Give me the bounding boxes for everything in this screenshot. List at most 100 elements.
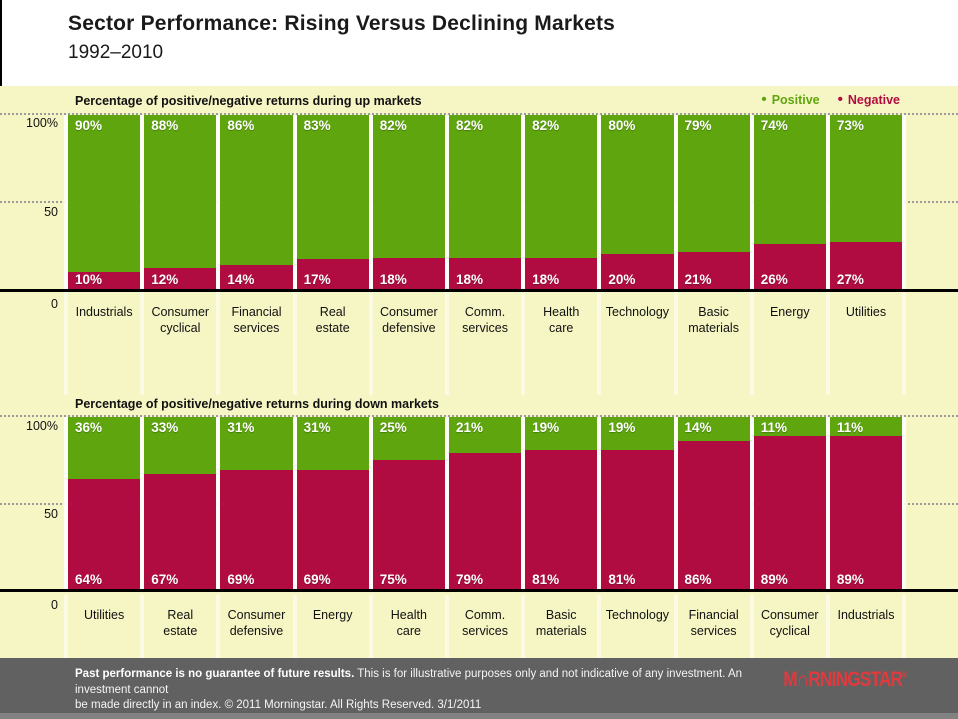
- sector-label: Energy: [749, 292, 826, 395]
- bar-value-label: 26%: [760, 271, 788, 287]
- legend-positive: • Positive: [761, 92, 820, 107]
- y-axis-tick-down-0: 0: [51, 598, 58, 612]
- sector-label: Technology: [597, 595, 673, 658]
- bar-column: 36% 64%: [64, 417, 141, 589]
- legend: • Positive • Negative: [761, 91, 900, 108]
- bar-value-label: 14%: [684, 420, 712, 435]
- y-axis-tick-up-50: 50: [44, 205, 58, 219]
- bar-value-label: 19%: [532, 420, 560, 435]
- bar-column: 73% 27%: [825, 115, 903, 289]
- positive-bar-segment: 73%: [829, 115, 903, 243]
- bar-column: 31% 69%: [292, 417, 369, 589]
- bar-column: 74% 26%: [749, 115, 826, 289]
- bar-value-label: 64%: [75, 571, 103, 587]
- negative-bar-segment: 10%: [68, 271, 141, 289]
- bar-value-label: 27%: [836, 271, 864, 287]
- negative-bar-segment: 69%: [220, 470, 293, 589]
- negative-bar-segment: 14%: [220, 264, 293, 289]
- bar-value-label: 79%: [455, 571, 483, 587]
- bar-value-label: 73%: [836, 118, 864, 133]
- bar-value-label: 86%: [227, 118, 255, 133]
- bar-column: 82% 18%: [444, 115, 522, 289]
- bar-value-label: 82%: [379, 118, 407, 133]
- sector-label: Industrials: [64, 292, 140, 395]
- y-axis-tick-up-0: 0: [51, 297, 58, 311]
- negative-bar-segment: 81%: [525, 449, 598, 589]
- bar-column: 82% 18%: [368, 115, 445, 289]
- positive-bar-segment: 19%: [601, 417, 674, 450]
- negative-bar-segment: 86%: [677, 441, 750, 589]
- legend-positive-label: Positive: [771, 93, 820, 107]
- negative-bar-segment: 81%: [601, 449, 674, 589]
- bar-value-label: 82%: [455, 118, 483, 133]
- sector-label: Consumer cyclical: [749, 595, 826, 658]
- sector-label: Health care: [521, 292, 597, 395]
- positive-bar-segment: 11%: [753, 417, 826, 436]
- bar-column: 33% 67%: [140, 417, 217, 589]
- bar-column: 19% 81%: [597, 417, 674, 589]
- negative-bar-segment: 20%: [601, 254, 674, 289]
- gridline-up-100: [0, 113, 958, 115]
- bar-value-label: 19%: [608, 420, 636, 435]
- bar-value-label: 89%: [836, 571, 864, 587]
- sector-label: Basic materials: [521, 595, 597, 658]
- legend-negative-label: Negative: [847, 93, 900, 107]
- positive-bar-segment: 80%: [601, 115, 674, 255]
- y-axis-tick-down-100: 100%: [26, 419, 58, 433]
- negative-bar-segment: 17%: [296, 259, 369, 289]
- positive-bar-segment: 82%: [448, 115, 522, 258]
- disclaimer-line2: be made directly in an index. © 2011 Mor…: [75, 699, 482, 712]
- down-markets-chart-plot: 36% 64% 33% 67% 31% 69% 31% 69% 25% 75% 21% 79% 19% 8…: [64, 417, 906, 589]
- positive-bar-segment: 33%: [144, 417, 217, 474]
- negative-bar-segment: 89%: [753, 435, 826, 589]
- positive-bar-segment: 82%: [372, 115, 445, 258]
- registered-mark-icon: ®: [902, 670, 908, 680]
- down-markets-chart-title: Percentage of positive/negative returns …: [75, 397, 439, 411]
- negative-bar-segment: 21%: [677, 252, 750, 289]
- sector-label: Utilities: [825, 292, 902, 395]
- bar-value-label: 80%: [608, 118, 636, 133]
- negative-bar-segment: 64%: [68, 478, 141, 589]
- bar-value-label: 36%: [75, 420, 103, 435]
- page-subtitle: 1992–2010: [68, 42, 164, 63]
- bar-value-label: 12%: [151, 271, 179, 287]
- bar-value-label: 89%: [760, 571, 788, 587]
- y-axis-tick-up-100: 100%: [26, 116, 58, 130]
- positive-bar-segment: 11%: [829, 417, 903, 436]
- positive-bar-segment: 21%: [448, 417, 522, 454]
- footer: Past performance is no guarantee of futu…: [0, 658, 958, 719]
- bar-value-label: 69%: [227, 571, 255, 587]
- bar-value-label: 74%: [760, 118, 788, 133]
- sector-label: Financial services: [216, 292, 292, 395]
- sector-label: Real estate: [140, 595, 216, 658]
- bar-value-label: 81%: [608, 571, 636, 587]
- bar-column: 80% 20%: [597, 115, 674, 289]
- positive-bar-segment: 83%: [296, 115, 369, 260]
- negative-bar-segment: 18%: [525, 257, 598, 289]
- bar-value-label: 21%: [684, 271, 712, 287]
- bar-column: 21% 79%: [444, 417, 522, 589]
- sector-label: Consumer defensive: [368, 292, 445, 395]
- positive-bar-segment: 79%: [677, 115, 750, 253]
- positive-bar-segment: 14%: [677, 417, 750, 442]
- morningstar-logo: M∩RNINGSTAR®: [784, 668, 908, 692]
- sector-label: Comm. services: [444, 292, 521, 395]
- bar-column: 31% 69%: [216, 417, 293, 589]
- bar-value-label: 83%: [303, 118, 331, 133]
- disclaimer-line1: This is for illustrative purposes only a…: [75, 668, 743, 696]
- morningstar-logo-text: M∩RNINGSTAR: [783, 668, 904, 691]
- negative-bar-segment: 79%: [448, 453, 522, 589]
- up-markets-chart-plot: 90% 10% 88% 12% 86% 14% 83% 17% 82% 18% 82% 18% 82% 1…: [64, 115, 906, 289]
- bar-value-label: 31%: [227, 420, 255, 435]
- sector-label: Consumer cyclical: [140, 292, 216, 395]
- up-markets-chart-title: Percentage of positive/negative returns …: [75, 94, 422, 108]
- bar-value-label: 79%: [684, 118, 712, 133]
- positive-bar-segment: 74%: [753, 115, 826, 244]
- sector-label: Comm. services: [444, 595, 521, 658]
- negative-bar-segment: 18%: [448, 257, 522, 289]
- positive-bar-segment: 19%: [525, 417, 598, 450]
- bar-column: 88% 12%: [140, 115, 217, 289]
- disclaimer-text: Past performance is no guarantee of futu…: [75, 667, 785, 714]
- negative-dot-icon: •: [837, 91, 843, 108]
